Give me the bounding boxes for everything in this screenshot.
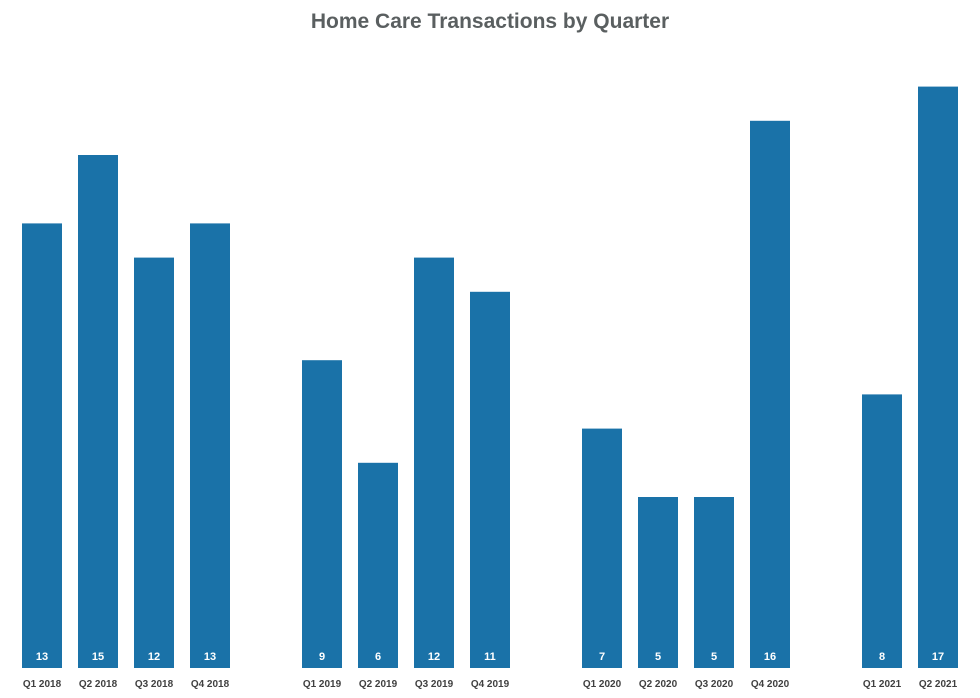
x-tick-label: Q4 2019 xyxy=(471,679,510,690)
x-tick-label: Q2 2021 xyxy=(919,679,958,690)
data-label: 13 xyxy=(36,651,48,663)
data-label: 9 xyxy=(319,651,325,663)
bar-q1-2021 xyxy=(862,394,902,668)
x-tick-label: Q3 2018 xyxy=(135,679,174,690)
bar-q1-2019 xyxy=(302,360,342,668)
x-tick-label: Q4 2020 xyxy=(751,679,790,690)
x-tick-label: Q2 2018 xyxy=(79,679,118,690)
data-label: 15 xyxy=(92,651,104,663)
x-tick-label: Q2 2019 xyxy=(359,679,398,690)
bar-q2-2019 xyxy=(358,462,398,668)
data-label: 11 xyxy=(484,651,496,663)
bar-q3-2020 xyxy=(694,497,734,668)
bar-q1-2020 xyxy=(582,428,622,668)
data-label: 12 xyxy=(148,651,160,663)
data-label: 8 xyxy=(879,651,885,663)
bar-q2-2021 xyxy=(918,86,958,669)
x-tick-label: Q3 2019 xyxy=(415,679,454,690)
x-tick-label: Q1 2021 xyxy=(863,679,902,690)
bar-q4-2018 xyxy=(190,223,230,668)
bar-q3-2018 xyxy=(134,257,174,668)
x-tick-label: Q1 2018 xyxy=(23,679,62,690)
x-tick-label: Q1 2019 xyxy=(303,679,342,690)
data-label: 7 xyxy=(599,651,605,663)
chart-title: Home Care Transactions by Quarter xyxy=(310,10,670,33)
bar-q3-2019 xyxy=(414,257,454,668)
data-label: 17 xyxy=(932,651,944,663)
bar-q1-2018 xyxy=(22,223,62,668)
x-tick-label: Q3 2020 xyxy=(695,679,734,690)
bar-q4-2019 xyxy=(470,291,510,668)
data-label: 12 xyxy=(428,651,440,663)
data-label: 16 xyxy=(764,651,776,663)
data-label: 13 xyxy=(204,651,216,663)
x-tick-label: Q1 2020 xyxy=(583,679,622,690)
x-tick-label: Q4 2018 xyxy=(191,679,230,690)
bar-q4-2020 xyxy=(750,120,790,669)
data-label: 6 xyxy=(375,651,381,663)
bar-q2-2018 xyxy=(78,155,118,668)
data-label: 5 xyxy=(711,651,717,663)
data-label: 5 xyxy=(655,651,661,663)
x-tick-label: Q2 2020 xyxy=(639,679,678,690)
bar-q2-2020 xyxy=(638,497,678,668)
